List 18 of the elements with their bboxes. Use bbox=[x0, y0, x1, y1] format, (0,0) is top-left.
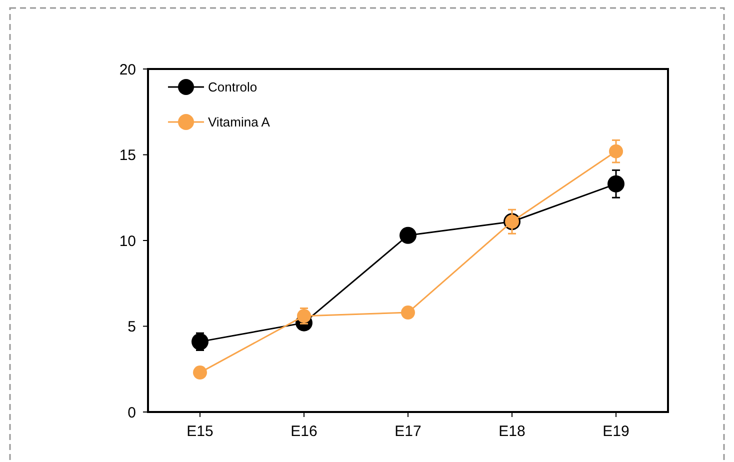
point bbox=[192, 333, 208, 350]
x-tick-label: E16 bbox=[290, 423, 318, 440]
point bbox=[609, 144, 623, 158]
point bbox=[193, 366, 207, 380]
x-tick-label: E17 bbox=[394, 423, 422, 440]
y-tick-label: 20 bbox=[119, 61, 136, 78]
y-tick-label: 0 bbox=[128, 404, 136, 422]
legend-label: Vitamina A bbox=[208, 114, 270, 130]
y-tick-label: 5 bbox=[128, 318, 136, 336]
y-tick-label: 10 bbox=[119, 232, 136, 250]
point bbox=[401, 306, 415, 320]
x-tick-label: E15 bbox=[186, 423, 214, 440]
point bbox=[400, 226, 416, 244]
legend-label: Controlo bbox=[208, 80, 258, 95]
x-tick-label: E19 bbox=[602, 423, 630, 440]
y-tick-label: 15 bbox=[119, 147, 136, 164]
x-tick-label: E18 bbox=[498, 423, 526, 440]
point bbox=[608, 175, 624, 192]
